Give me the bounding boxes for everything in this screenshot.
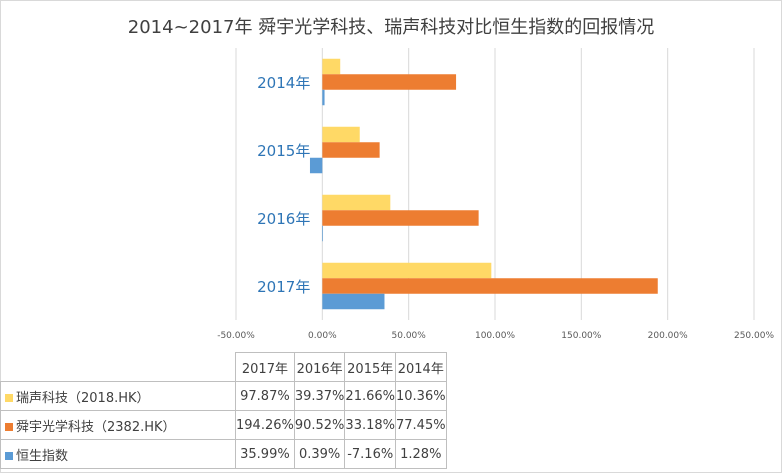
table-row-aac: 瑞声科技（2018.HK） 97.87% 39.37% 21.66% 10.36… — [0, 381, 447, 411]
table-header-cell: 2015年 — [344, 352, 396, 382]
bar — [322, 293, 385, 310]
bar — [322, 278, 658, 294]
bar — [322, 58, 341, 75]
legend-label: 恒生指数 — [16, 448, 69, 464]
x-tick-label: 50.00% — [392, 331, 427, 341]
category-label: 2014年 — [257, 74, 310, 92]
data-table: 2017年 2016年 2015年 2014年 瑞声科技（2018.HK） 97… — [0, 352, 447, 469]
table-cell: 1.28% — [395, 439, 447, 469]
table-corner-cell — [0, 352, 236, 382]
bar — [322, 262, 492, 279]
chart-plot-area: -50.00% 0.00% 50.00% 100.00% 150.00% 200.00% 2… — [217, 48, 774, 341]
table-cell: 90.52% — [293, 410, 346, 440]
table-cell: 194.26% — [235, 410, 295, 440]
table-cell: 97.87% — [235, 381, 295, 411]
bar — [322, 194, 391, 211]
legend-swatch-orange — [5, 423, 13, 431]
x-tick-label: 150.00% — [561, 331, 601, 341]
bar — [322, 74, 457, 90]
legend-entry-hsi: 恒生指数 — [0, 439, 236, 469]
legend-swatch-blue — [5, 452, 13, 460]
legend-label: 舜宇光学科技（2382.HK） — [16, 419, 176, 435]
table-header-cell: 2017年 — [235, 352, 295, 382]
bar — [322, 225, 324, 242]
bar — [309, 157, 323, 174]
x-tick-label: 250.00% — [734, 331, 774, 341]
table-cell: 33.18% — [344, 410, 396, 440]
x-tick-label: 0.00% — [308, 331, 337, 341]
table-cell: 35.99% — [235, 439, 295, 469]
legend-entry-aac: 瑞声科技（2018.HK） — [0, 381, 236, 411]
table-cell: 0.39% — [293, 439, 346, 469]
bar — [322, 210, 479, 226]
table-cell: 39.37% — [293, 381, 346, 411]
table-cell: 21.66% — [344, 381, 396, 411]
category-label: 2016年 — [257, 210, 310, 228]
table-header-row: 2017年 2016年 2015年 2014年 — [0, 352, 447, 382]
bar — [322, 89, 325, 106]
table-cell: -7.16% — [344, 439, 396, 469]
table-row-sunny: 舜宇光学科技（2382.HK） 194.26% 90.52% 33.18% 77… — [0, 410, 447, 440]
category-label: 2017年 — [257, 278, 310, 296]
legend-label: 瑞声科技（2018.HK） — [16, 390, 150, 406]
x-tick-label: 100.00% — [475, 331, 515, 341]
table-row-hsi: 恒生指数 35.99% 0.39% -7.16% 1.28% — [0, 439, 447, 469]
table-cell: 10.36% — [395, 381, 447, 411]
x-tick-label: 200.00% — [648, 331, 688, 341]
legend-entry-sunny: 舜宇光学科技（2382.HK） — [0, 410, 236, 440]
table-header-cell: 2016年 — [293, 352, 346, 382]
category-label: 2015年 — [257, 142, 310, 160]
x-tick-label: -50.00% — [217, 331, 255, 341]
bar — [322, 126, 360, 143]
legend-swatch-yellow — [5, 394, 13, 402]
bar — [322, 142, 380, 158]
table-header-cell: 2014年 — [395, 352, 447, 382]
table-cell: 77.45% — [395, 410, 447, 440]
chart-title: 2014~2017年 舜宇光学科技、瑞声科技对比恒生指数的回报情况 — [127, 17, 655, 38]
